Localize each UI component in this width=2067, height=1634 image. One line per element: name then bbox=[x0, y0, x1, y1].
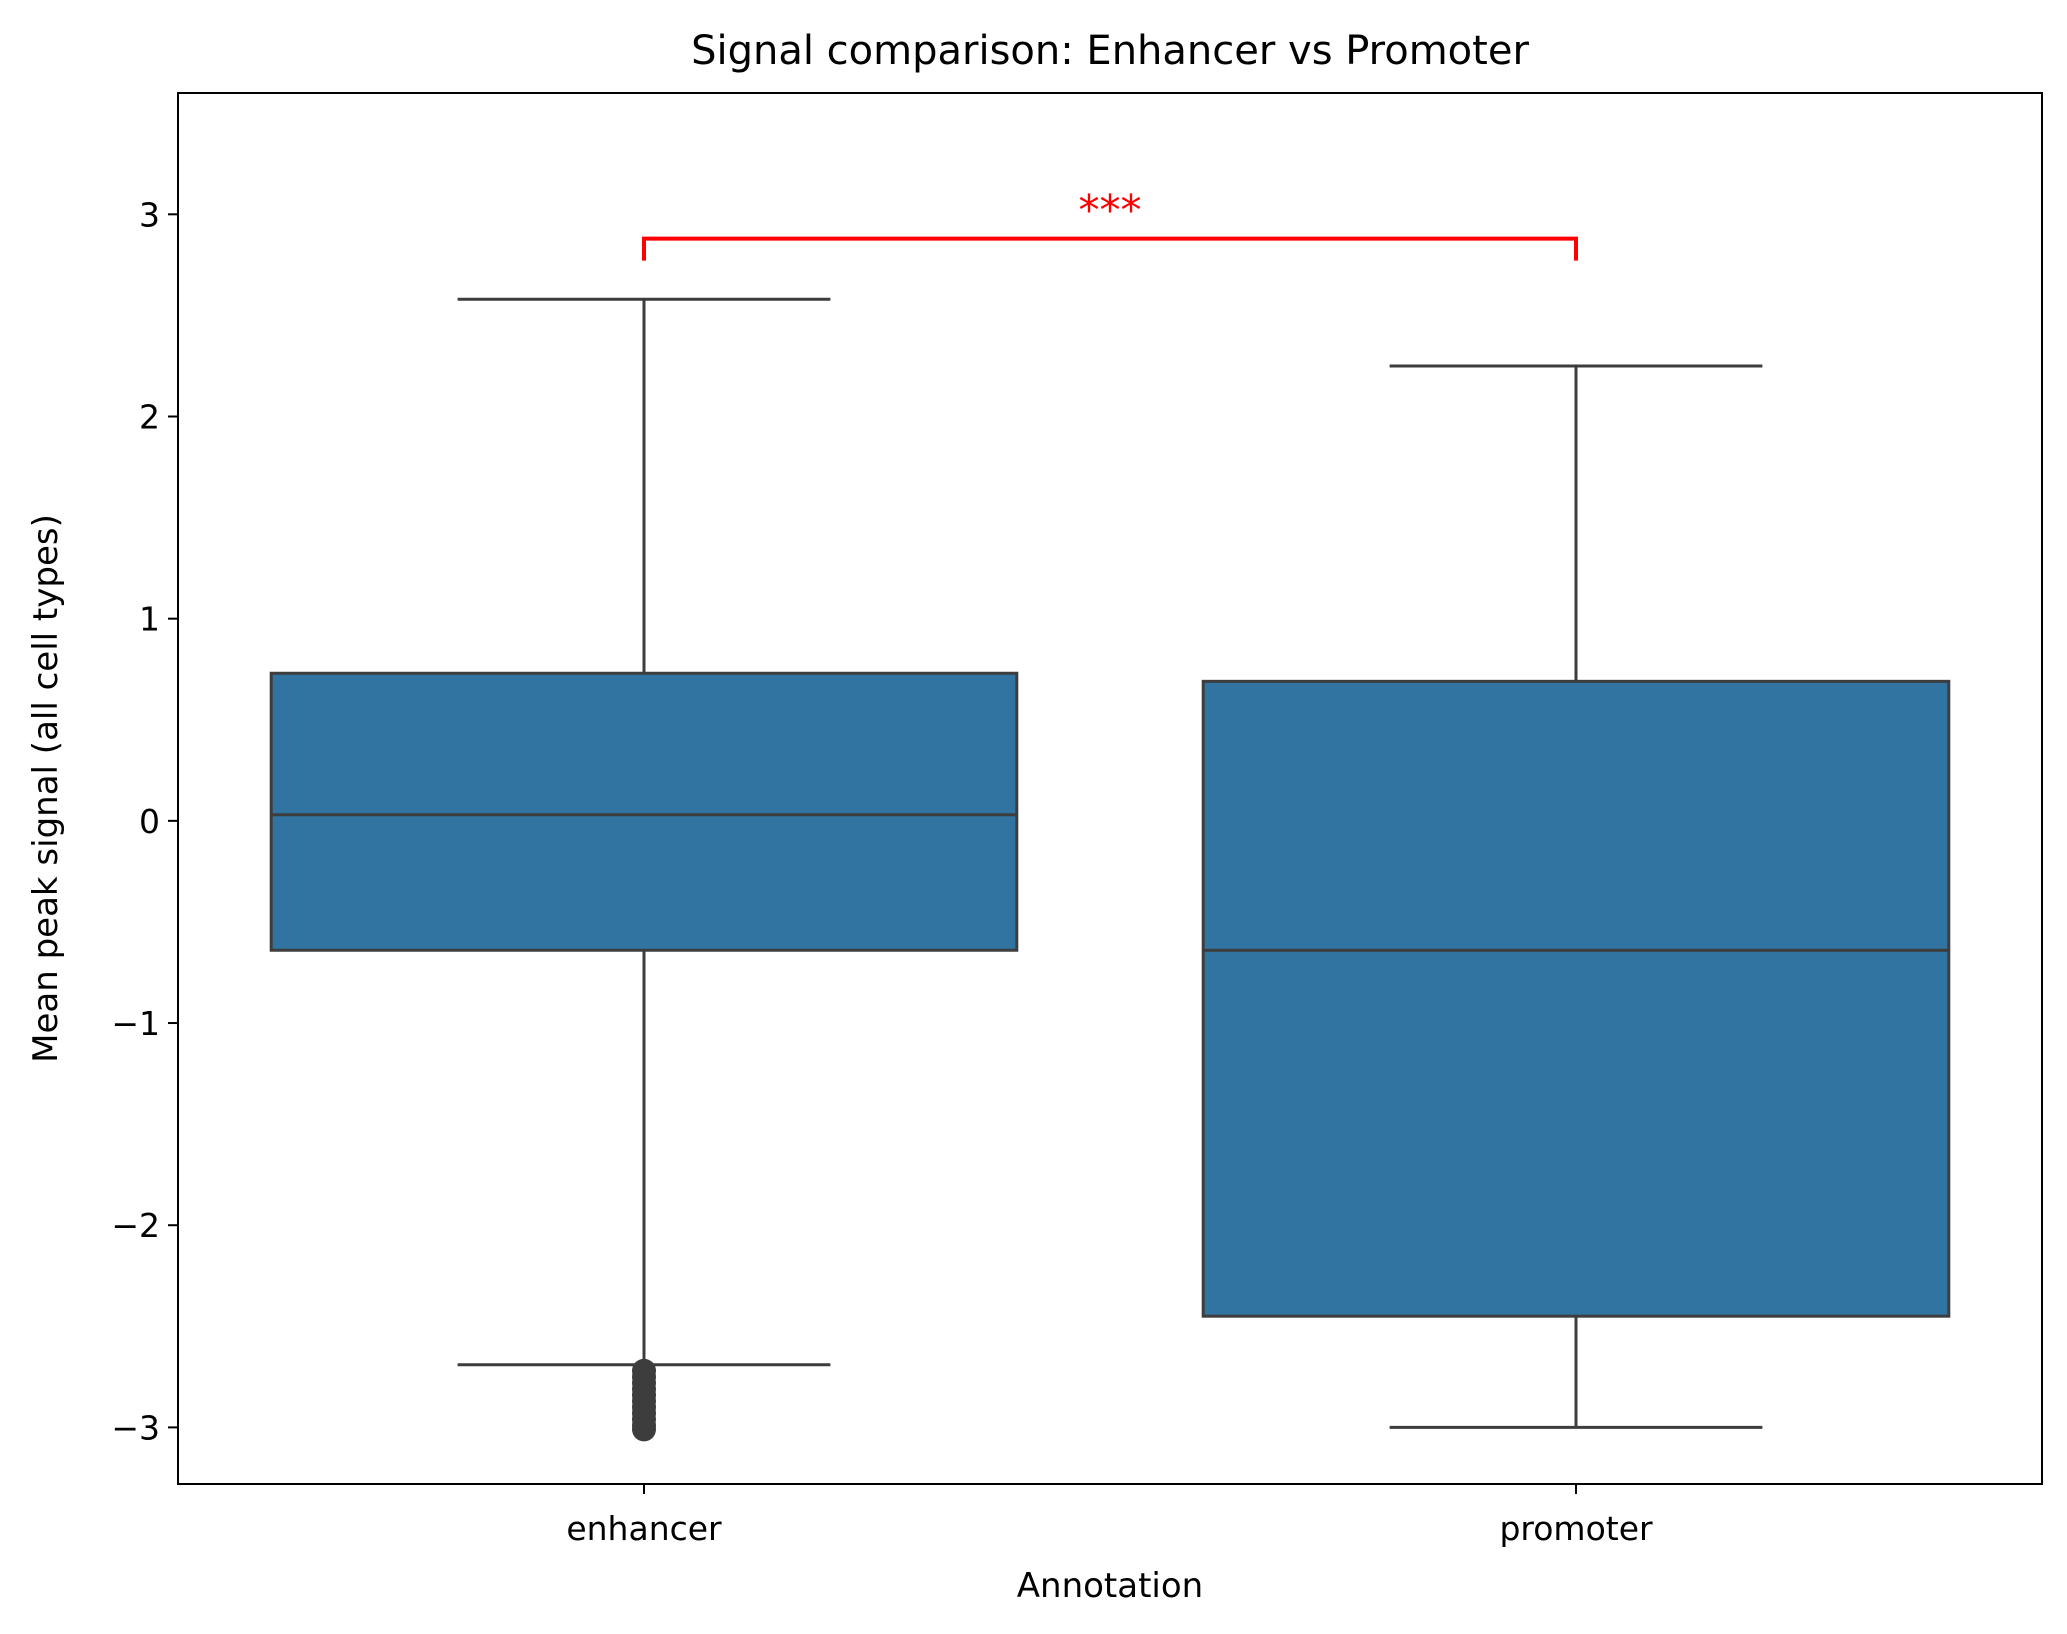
box-iqr bbox=[269, 671, 1019, 952]
y-tick-label: −3 bbox=[111, 1408, 160, 1447]
x-tick-label: enhancer bbox=[566, 1509, 722, 1548]
x-axis: enhancer promoter bbox=[566, 1484, 1653, 1548]
outlier-point bbox=[632, 1417, 656, 1442]
significance-annotation: *** bbox=[642, 186, 1578, 261]
y-tick-label: 1 bbox=[139, 600, 160, 639]
box-iqr bbox=[1201, 679, 1951, 1318]
y-axis-label: Mean peak signal (all cell types) bbox=[26, 514, 66, 1063]
y-tick-label: −2 bbox=[111, 1206, 160, 1245]
box-group-enhancer bbox=[269, 297, 1019, 1442]
y-tick-label: 3 bbox=[139, 195, 160, 234]
y-tick-label: 0 bbox=[139, 802, 160, 841]
plot-area: *** bbox=[269, 186, 1951, 1442]
significance-label: *** bbox=[1079, 186, 1142, 235]
y-tick-label: 2 bbox=[139, 397, 160, 436]
y-axis: −3 −2 −1 0 1 2 3 bbox=[111, 195, 178, 1447]
y-tick-label: −1 bbox=[111, 1004, 160, 1043]
box-group-promoter bbox=[1201, 364, 1951, 1429]
plot-frame bbox=[177, 92, 2043, 1485]
x-tick-label: promoter bbox=[1499, 1509, 1653, 1548]
x-axis-label: Annotation bbox=[1017, 1566, 1203, 1606]
significance-bracket bbox=[642, 236, 1578, 261]
chart-title: Signal comparison: Enhancer vs Promoter bbox=[691, 28, 1529, 74]
